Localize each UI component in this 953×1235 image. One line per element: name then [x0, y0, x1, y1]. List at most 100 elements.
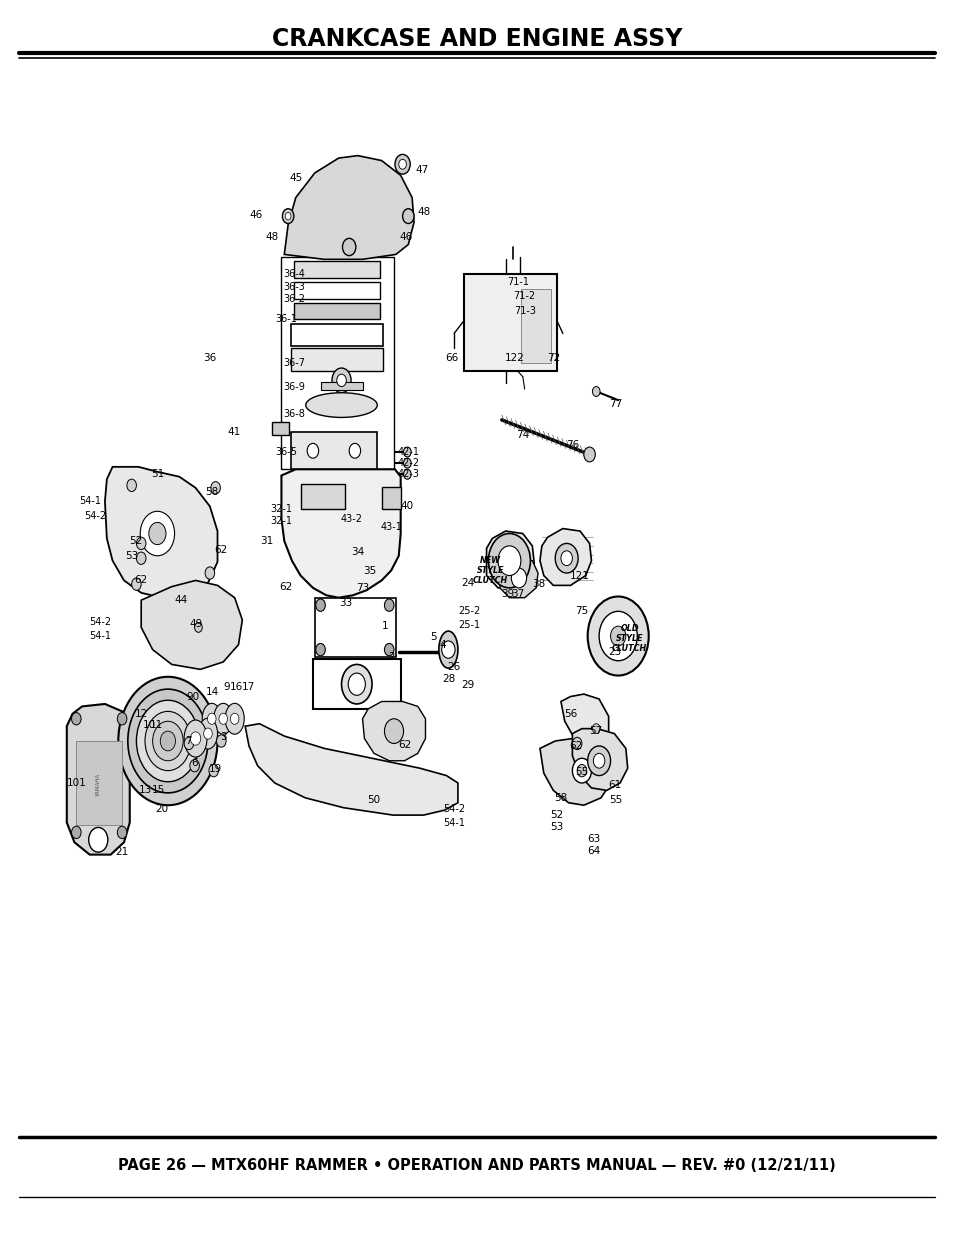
Text: 37: 37: [511, 589, 524, 599]
Text: 44: 44: [174, 595, 188, 605]
Text: 9: 9: [224, 682, 230, 692]
Text: 48: 48: [416, 207, 430, 217]
Bar: [294, 261, 379, 278]
Circle shape: [160, 731, 175, 751]
Circle shape: [402, 209, 414, 224]
Bar: [291, 348, 382, 370]
Text: 101: 101: [67, 778, 86, 788]
Text: 64: 64: [586, 846, 599, 856]
Polygon shape: [141, 580, 242, 669]
Text: PAGE 26 — MTX60HF RAMMER • OPERATION AND PARTS MANUAL — REV. #0 (12/21/11): PAGE 26 — MTX60HF RAMMER • OPERATION AND…: [118, 1158, 835, 1173]
Text: 54-1: 54-1: [442, 818, 465, 827]
Text: 53: 53: [550, 823, 563, 832]
Bar: [294, 282, 379, 299]
Circle shape: [555, 543, 578, 573]
Text: 29: 29: [460, 680, 474, 690]
Text: CRANKCASE AND ENGINE ASSY: CRANKCASE AND ENGINE ASSY: [272, 27, 681, 51]
Circle shape: [403, 458, 411, 468]
Circle shape: [572, 737, 581, 750]
Text: 53: 53: [125, 551, 138, 561]
Text: 54-2: 54-2: [84, 511, 107, 521]
Circle shape: [341, 664, 372, 704]
Polygon shape: [362, 701, 425, 761]
Text: 121: 121: [570, 571, 589, 580]
Circle shape: [128, 689, 208, 793]
Text: 74: 74: [516, 430, 529, 440]
Polygon shape: [539, 529, 591, 585]
Text: 54-1: 54-1: [79, 496, 102, 506]
Polygon shape: [486, 531, 534, 588]
Text: 34: 34: [351, 547, 364, 557]
Polygon shape: [572, 729, 627, 790]
Text: 40: 40: [400, 501, 414, 511]
Text: 38: 38: [532, 579, 545, 589]
Circle shape: [307, 443, 318, 458]
Bar: [281, 257, 394, 469]
Text: 62: 62: [134, 576, 148, 585]
Circle shape: [211, 482, 220, 494]
Circle shape: [598, 611, 637, 661]
Text: 45: 45: [289, 173, 302, 183]
Ellipse shape: [438, 631, 457, 668]
Circle shape: [117, 713, 127, 725]
Text: 77: 77: [608, 399, 621, 409]
Text: 21: 21: [115, 847, 129, 857]
Ellipse shape: [202, 704, 221, 734]
Polygon shape: [560, 694, 608, 751]
Text: 76: 76: [565, 440, 578, 450]
Text: 36-2: 36-2: [282, 294, 305, 304]
Text: 122: 122: [505, 353, 524, 363]
Text: 57: 57: [589, 726, 602, 736]
Text: 62: 62: [279, 582, 293, 592]
Circle shape: [208, 714, 216, 724]
Text: 52: 52: [550, 810, 563, 820]
Text: 75: 75: [575, 606, 588, 616]
Circle shape: [184, 737, 193, 750]
Text: 35: 35: [363, 566, 376, 576]
Text: 20: 20: [155, 804, 169, 814]
Circle shape: [592, 387, 599, 396]
Bar: [272, 422, 289, 435]
Text: 71-1: 71-1: [506, 277, 529, 287]
Text: 25-1: 25-1: [457, 620, 480, 630]
Circle shape: [190, 760, 199, 772]
Polygon shape: [499, 558, 537, 598]
Polygon shape: [539, 739, 614, 805]
Circle shape: [71, 826, 81, 839]
Circle shape: [204, 727, 212, 739]
Text: 6: 6: [192, 758, 197, 768]
Text: 1: 1: [382, 621, 388, 631]
Text: 11: 11: [150, 720, 163, 730]
Circle shape: [132, 578, 141, 590]
Circle shape: [441, 641, 455, 658]
Circle shape: [117, 826, 127, 839]
Text: 31: 31: [260, 536, 274, 546]
Ellipse shape: [213, 704, 233, 734]
Text: 36-8: 36-8: [283, 409, 304, 419]
Circle shape: [342, 238, 355, 256]
Circle shape: [194, 622, 202, 632]
Circle shape: [593, 753, 604, 768]
Text: 42-2: 42-2: [396, 458, 419, 468]
Text: 36-5: 36-5: [274, 447, 297, 457]
Text: 71-2: 71-2: [513, 291, 536, 301]
Circle shape: [315, 643, 325, 656]
Circle shape: [191, 732, 200, 745]
Polygon shape: [105, 467, 217, 599]
Circle shape: [136, 700, 199, 782]
Polygon shape: [245, 724, 457, 815]
Circle shape: [127, 479, 136, 492]
Circle shape: [395, 154, 410, 174]
Text: YAMAHA: YAMAHA: [95, 773, 101, 795]
Text: 36-4: 36-4: [283, 269, 304, 279]
Bar: [301, 484, 345, 509]
Text: 54-2: 54-2: [442, 804, 465, 814]
Polygon shape: [281, 469, 400, 598]
Circle shape: [398, 159, 406, 169]
Text: 4: 4: [439, 640, 445, 650]
Text: 23: 23: [607, 647, 620, 657]
Text: 26: 26: [447, 662, 460, 672]
Bar: [520, 289, 551, 363]
Text: 5: 5: [430, 632, 436, 642]
Text: 42-3: 42-3: [396, 469, 419, 479]
